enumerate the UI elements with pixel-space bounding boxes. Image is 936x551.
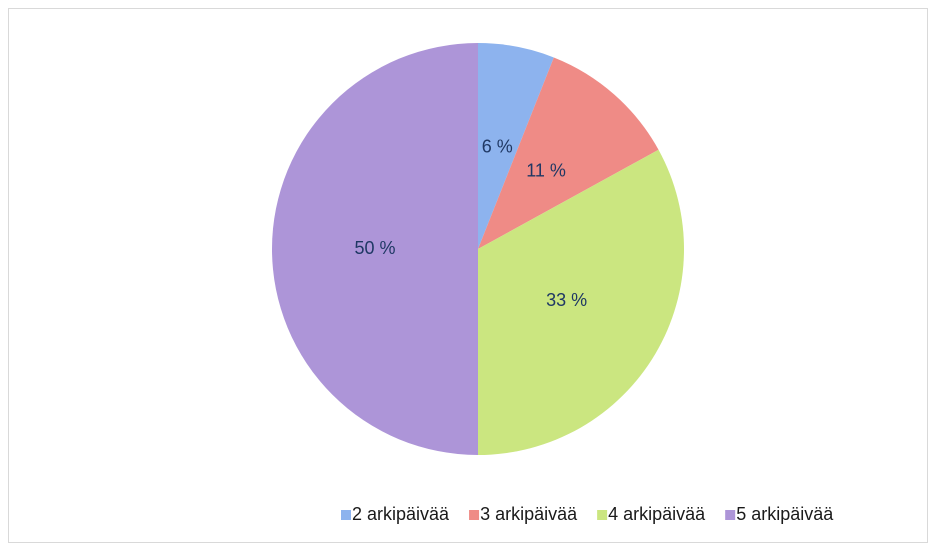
legend-label: 3 arkipäivää [480,504,578,524]
pie-slice [478,57,659,249]
data-label: 11 % [526,160,566,180]
legend-swatch [725,510,736,520]
pie-slice [272,43,478,455]
data-label: 33 % [546,290,587,310]
pie-slice [478,149,684,456]
data-label: 6 % [482,137,513,157]
pie-slice [478,43,554,249]
legend-swatch [469,510,480,520]
legend-label: 2 arkipäivää [352,504,450,524]
legend-swatch [341,510,351,520]
legend-swatch [597,510,608,520]
legend-label: 4 arkipäivää [608,504,706,524]
legend-label: 5 arkipäivää [736,504,834,524]
data-label: 50 % [354,238,395,258]
